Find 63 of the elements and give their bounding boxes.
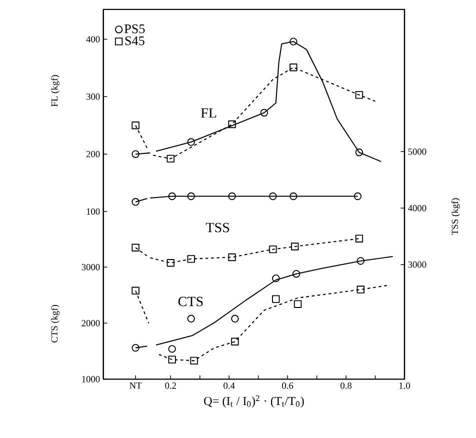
point	[187, 192, 195, 200]
point	[356, 256, 365, 265]
point	[132, 344, 140, 352]
y-axis-title: FL (kgf)	[50, 74, 60, 106]
point	[168, 344, 176, 353]
point	[292, 270, 300, 278]
point	[231, 314, 239, 322]
point	[132, 244, 140, 252]
y3-tick-label: 2000	[82, 320, 100, 326]
y3-tick-label: 1000	[82, 376, 100, 382]
point	[290, 63, 298, 72]
point	[132, 198, 140, 206]
legend-label: PS5	[124, 24, 145, 34]
point	[187, 314, 195, 322]
point	[354, 192, 362, 200]
y-tick-label: 200	[86, 150, 100, 158]
point	[291, 242, 299, 250]
point	[228, 120, 236, 128]
point	[290, 37, 298, 46]
y-tick-label: 400	[86, 36, 100, 42]
point	[168, 192, 176, 200]
point	[355, 148, 364, 156]
x-tick-label: 0.4	[224, 382, 235, 389]
point	[355, 90, 364, 99]
text: Q= (I$_{t}$ / I$_{0}$)$^{2}$ · (T$_{t}$/T$_{0}$)	[204, 395, 304, 408]
point	[228, 253, 236, 261]
point	[269, 245, 277, 253]
point	[187, 138, 195, 146]
point	[168, 355, 176, 364]
y-tick-label: 300	[86, 93, 100, 100]
y3-axis-title: CTS (kgf)	[50, 304, 60, 342]
point	[290, 192, 298, 200]
y2-tick-label: 5000	[408, 148, 426, 155]
point	[356, 285, 365, 294]
point	[166, 154, 174, 162]
x-tick-label: 0.6	[282, 382, 294, 389]
point	[294, 300, 302, 308]
point	[132, 286, 140, 294]
point	[132, 121, 140, 130]
point	[166, 258, 174, 267]
y2-tick-label: 3000	[408, 261, 426, 268]
point	[272, 294, 280, 303]
point	[187, 254, 195, 263]
y2-tick-label: 4000	[408, 204, 426, 212]
point	[355, 234, 364, 242]
point	[231, 338, 239, 346]
y-tick-label: 100	[86, 208, 100, 214]
x-tick-label: 0.8	[340, 382, 352, 389]
y3-tick-label: 3000	[82, 264, 100, 270]
point	[190, 356, 198, 364]
legend-label: S45	[125, 36, 144, 45]
point	[272, 274, 280, 282]
point	[260, 108, 268, 116]
annotation: TSS	[206, 222, 230, 232]
x-tick-label: NT	[130, 382, 142, 388]
x-tick-label: 0.2	[165, 382, 176, 389]
y2-axis-title: TSS (kgf)	[451, 198, 460, 235]
point	[228, 192, 236, 200]
x-tick-label: 1.0	[399, 382, 410, 389]
point	[132, 150, 140, 158]
point	[269, 192, 277, 200]
annotation: CTS	[178, 296, 203, 306]
annotation: FL	[200, 108, 216, 118]
